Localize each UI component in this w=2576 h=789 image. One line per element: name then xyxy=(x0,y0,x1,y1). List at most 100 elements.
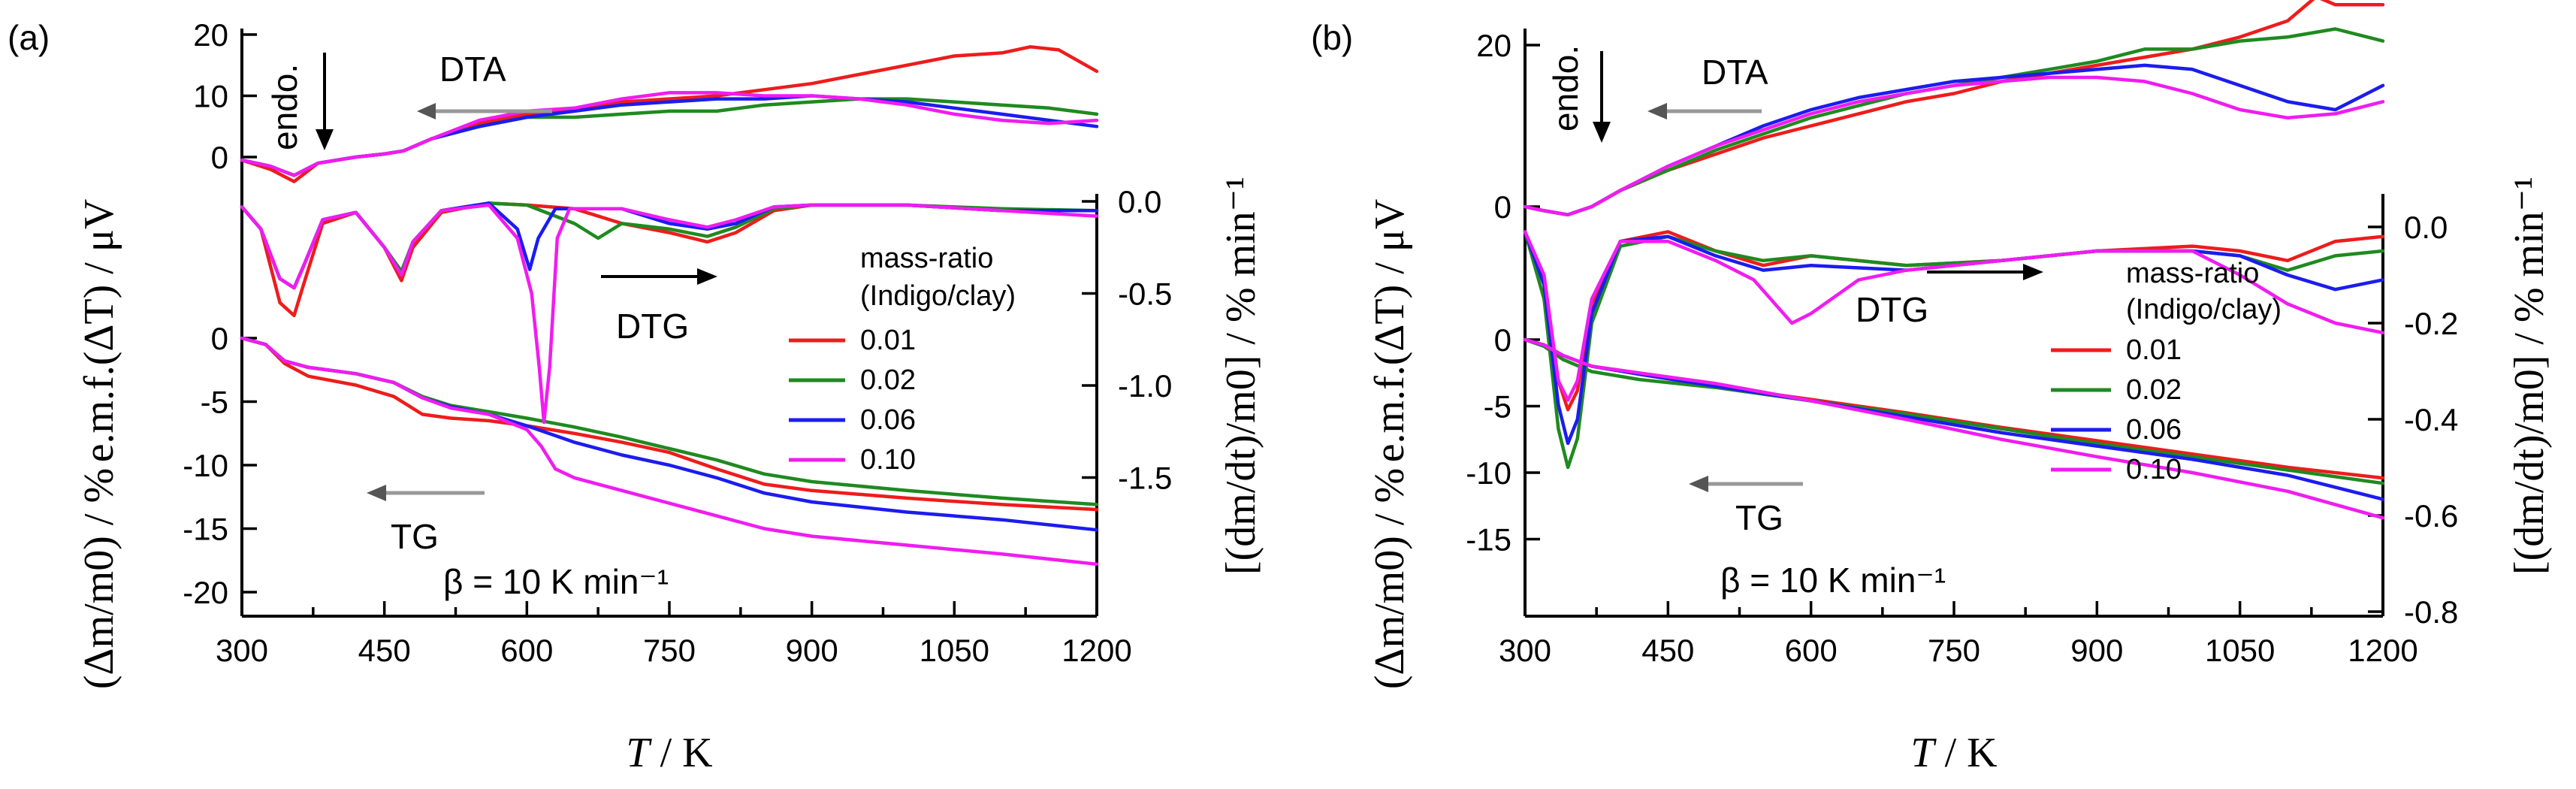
dta-tick-label: 0 xyxy=(211,140,228,175)
beta-label: β = 10 K min⁻¹ xyxy=(443,562,669,601)
dta-line-0-01 xyxy=(1523,0,2385,217)
tg-tick-label: 0 xyxy=(1494,322,1511,358)
legend: mass-ratio (Indigo/clay) 0.01 0.02 0.06 0.1… xyxy=(789,243,1016,476)
dta-line-0-06 xyxy=(1523,63,2385,217)
tg-tick-label: -10 xyxy=(183,448,228,483)
legend-entry: 0.10 xyxy=(2126,454,2182,485)
dtg-tick-label: -0.8 xyxy=(2404,594,2458,630)
x-tick-label: 750 xyxy=(643,633,696,668)
tg-line-0-02 xyxy=(240,336,1099,506)
series-group xyxy=(1523,0,2385,520)
legend-entry: 0.01 xyxy=(2126,334,2182,366)
x-axis-title: T / K xyxy=(626,730,712,776)
tg-tick-label: -15 xyxy=(1466,522,1511,558)
beta-label: β = 10 K min⁻¹ xyxy=(1720,561,1946,600)
legend-title-2: (Indigo/clay) xyxy=(2126,294,2282,325)
tg-tick-label: 0 xyxy=(211,321,228,356)
tg-label: TG xyxy=(391,517,439,556)
dtg-tick-label: 0.0 xyxy=(2404,210,2448,245)
dta-label: DTA xyxy=(1702,53,1768,92)
dtg-ticks: 0.0 -0.2 -0.4 -0.6 -0.8 xyxy=(2368,210,2458,630)
x-tick-label: 1050 xyxy=(920,633,989,668)
dta-tick-label: 0 xyxy=(1494,189,1511,225)
dta-tick-label: 20 xyxy=(1476,28,1511,63)
x-tick-label: 600 xyxy=(500,633,553,668)
tg-axis-title: (Δm/m0) / % xyxy=(76,468,122,689)
panel-label: (a) xyxy=(8,18,50,57)
x-tick-label: 600 xyxy=(1785,633,1838,668)
dtg-line-0-10 xyxy=(240,203,1099,425)
dtg-arrow-head xyxy=(2023,264,2043,280)
tg-tick-label: -20 xyxy=(183,575,228,610)
dtg-tick-label: -0.2 xyxy=(2404,306,2458,341)
x-tick-label: 300 xyxy=(1499,633,1551,668)
dtg-tick-label: -0.5 xyxy=(1118,277,1172,312)
dtg-ticks: 0.0 -0.5 -1.0 -1.5 xyxy=(1082,184,1172,496)
legend-entry: 0.10 xyxy=(860,444,916,476)
x-ticks: 300 450 600 750 900 1050 1200 xyxy=(216,601,1132,668)
x-tick-label: 300 xyxy=(216,633,268,668)
series-group xyxy=(240,45,1099,567)
tg-tick-label: -10 xyxy=(1466,455,1511,491)
legend-title-1: mass-ratio xyxy=(2126,258,2259,289)
dta-line-0-10 xyxy=(1523,75,2385,217)
x-ticks: 300 450 600 750 900 1050 1200 xyxy=(1499,601,2418,668)
tg-tick-label: -5 xyxy=(201,385,228,420)
legend-entry: 0.01 xyxy=(860,325,916,356)
x-tick-label: 450 xyxy=(1641,633,1694,668)
dtg-label: DTG xyxy=(1856,290,1928,329)
dtg-axis-title: [(dm/dt)/m0] / % min⁻¹ xyxy=(1218,177,1264,575)
tg-axis-title: (Δm/m0) / % xyxy=(1367,468,1413,689)
x-axis-title: T / K xyxy=(1910,730,1997,776)
tg-label: TG xyxy=(1735,498,1783,537)
dta-axis-title: e.m.f.(ΔT) / μV xyxy=(76,199,122,463)
legend-entry: 0.06 xyxy=(860,404,916,436)
dta-ticks: 0 20 xyxy=(1476,28,1540,225)
dtg-arrow-head xyxy=(697,268,717,285)
dtg-label: DTG xyxy=(616,307,689,346)
tg-ticks: 0 -5 -10 -15 xyxy=(1466,322,1540,558)
endo-label: endo. xyxy=(265,64,304,150)
legend-title-1: mass-ratio xyxy=(860,243,993,274)
x-tick-label: 1200 xyxy=(2348,633,2417,668)
tg-line-0-10 xyxy=(1523,337,2385,520)
tg-line-0-10 xyxy=(240,336,1099,567)
tg-line-0-01 xyxy=(240,336,1099,512)
dta-ticks: 0 10 20 xyxy=(193,17,257,175)
dtg-axis-title: [(dm/dt)/m0] / % min⁻¹ xyxy=(2506,177,2553,575)
tg-arrow-head xyxy=(367,485,386,501)
dta-label: DTA xyxy=(439,50,506,89)
x-tick-label: 900 xyxy=(786,633,838,668)
panel-b: (b) 300 450 600 750 900 1050 1200 0 20 0 -5 -10 -1… xyxy=(1311,0,2553,776)
endo-label: endo. xyxy=(1546,45,1585,132)
dta-tick-label: 20 xyxy=(193,17,228,53)
tg-arrow-head xyxy=(1689,476,1708,492)
dtg-line-0-01 xyxy=(1523,230,2385,412)
dtg-tick-label: -0.6 xyxy=(2404,498,2458,534)
dta-arrow-head xyxy=(417,103,436,119)
dtg-line-0-10 xyxy=(1523,230,2385,402)
dtg-line-0-06 xyxy=(1523,230,2385,446)
tg-tick-label: -5 xyxy=(1484,389,1511,425)
dtg-tick-label: -1.0 xyxy=(1118,368,1172,404)
endo-arrow-head xyxy=(316,129,334,150)
legend-entry: 0.02 xyxy=(860,364,916,396)
dta-arrow-head xyxy=(1647,103,1667,119)
dtg-tick-label: 0.0 xyxy=(1118,184,1161,219)
x-tick-label: 1200 xyxy=(1062,633,1131,668)
dta-line-0-02 xyxy=(1523,27,2385,217)
legend-title-2: (Indigo/clay) xyxy=(860,280,1016,312)
tg-tick-label: -15 xyxy=(183,512,228,547)
dta-tick-label: 10 xyxy=(193,79,228,114)
legend-entry: 0.06 xyxy=(2126,414,2182,446)
x-tick-label: 750 xyxy=(1928,633,1980,668)
x-tick-label: 900 xyxy=(2070,633,2123,668)
x-tick-label: 450 xyxy=(358,633,411,668)
tg-ticks: 0 -5 -10 -15 -20 xyxy=(183,321,257,610)
dta-line-0-10 xyxy=(240,91,1099,177)
x-tick-label: 1050 xyxy=(2205,633,2275,668)
dta-line-0-01 xyxy=(240,45,1099,183)
dtg-tick-label: -0.4 xyxy=(2404,402,2458,437)
panel-label: (b) xyxy=(1311,18,1353,57)
